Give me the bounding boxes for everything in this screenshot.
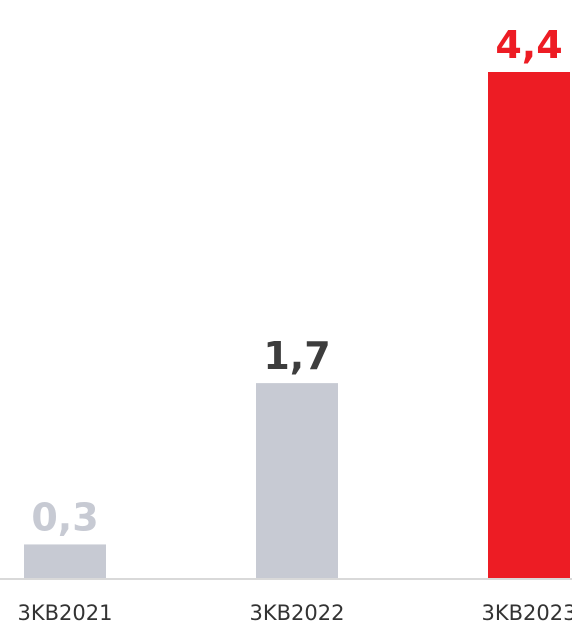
bar-3KB2021 (24, 544, 106, 579)
bar-3KB2022 (256, 383, 338, 579)
category-label-3KB2022: 3KB2022 (250, 601, 345, 625)
value-label-3KB2022: 1,7 (263, 334, 330, 378)
value-label-3KB2021: 0,3 (31, 495, 98, 539)
category-label-3KB2021: 3KB2021 (18, 601, 113, 625)
bars (24, 72, 570, 579)
value-labels: 0,3 1,7 4,4 (31, 23, 562, 539)
category-label-3KB2023: 3KB2023 (482, 601, 572, 625)
value-label-3KB2023: 4,4 (495, 23, 562, 67)
bar-3KB2023 (488, 72, 570, 579)
category-labels: 3KB2021 3KB2022 3KB2023 (18, 601, 572, 625)
